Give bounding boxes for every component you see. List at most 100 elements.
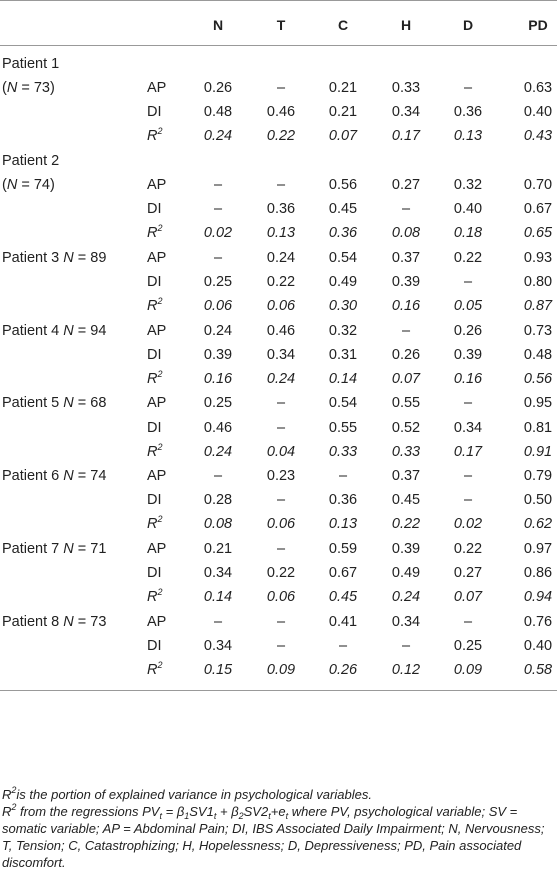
patient-8-r2-t: 0.09 xyxy=(266,662,296,678)
patient-8-label: Patient 8 N = 73 xyxy=(2,613,107,630)
patient-5-r2-c: 0.33 xyxy=(328,443,358,460)
patient-6-r2-t: 0.06 xyxy=(266,516,296,533)
patient-4-measure-r2: R2 xyxy=(147,368,163,387)
patient-4-r2-c: 0.14 xyxy=(328,370,358,387)
patient-7-ap-n: 0.21 xyxy=(203,541,233,557)
patient-8-di-t: – xyxy=(276,637,286,654)
patient-1-ap-pd: 0.63 xyxy=(523,80,553,97)
column-header-pd: PD xyxy=(528,17,548,33)
patient-4-label: Patient 4 N = 94 xyxy=(2,322,107,339)
patient-8-ap-h: 0.34 xyxy=(391,613,421,630)
patient-1-ap-h: 0.33 xyxy=(391,80,421,97)
patient-2-ap-pd: 0.70 xyxy=(523,177,553,193)
patient-8-ap-pd: 0.76 xyxy=(523,613,553,630)
patient-1-r2-d: 0.13 xyxy=(453,128,483,145)
patient-3-measure-ap: AP xyxy=(147,249,167,266)
patient-6-measure-ap: AP xyxy=(147,468,167,485)
patient-5-di-pd: 0.81 xyxy=(523,419,553,436)
patient-7-measure-ap: AP xyxy=(147,541,167,557)
patient-8-r2-n: 0.15 xyxy=(203,662,233,678)
patient-6-measure-r2: R2 xyxy=(147,514,163,533)
patient-5-ap-pd: 0.95 xyxy=(523,395,553,412)
patient-4-ap-t: 0.46 xyxy=(266,322,296,339)
patient-4-di-pd: 0.48 xyxy=(523,346,553,363)
patient-5-r2-h: 0.33 xyxy=(391,443,421,460)
patient-6-r2-n: 0.08 xyxy=(203,516,233,533)
patient-2-measure-di: DI xyxy=(147,201,162,218)
patient-7-r2-h: 0.24 xyxy=(391,589,421,606)
patient-5-measure-di: DI xyxy=(147,419,162,436)
patient-8-di-d: 0.25 xyxy=(453,637,483,654)
patient-3-ap-pd: 0.93 xyxy=(523,249,553,266)
patient-5-di-c: 0.55 xyxy=(328,419,358,436)
footnote-1: R2is the portion of explained variance i… xyxy=(2,785,372,803)
patient-4-di-t: 0.34 xyxy=(266,346,296,363)
patient-7-ap-pd: 0.97 xyxy=(523,541,553,557)
patient-7-ap-h: 0.39 xyxy=(391,541,421,557)
patient-1-label: Patient 1 xyxy=(2,56,60,72)
patient-2-di-pd: 0.67 xyxy=(523,201,553,218)
patient-4-di-h: 0.26 xyxy=(391,346,421,363)
patient-8-di-n: 0.34 xyxy=(203,637,233,654)
footnote-2: R2 from the regressions PVt = β1SV1t + β… xyxy=(2,802,545,871)
patient-3-r2-t: 0.06 xyxy=(266,298,296,314)
patient-5-di-n: 0.46 xyxy=(203,419,233,436)
patient-3-measure-r2: R2 xyxy=(147,296,163,315)
patient-1-di-h: 0.34 xyxy=(391,104,421,121)
patient-8-ap-t: – xyxy=(276,613,286,630)
patient-8-measure-ap: AP xyxy=(147,613,167,630)
column-header-h: H xyxy=(400,17,412,33)
patient-1-measure-r2: R2 xyxy=(147,126,163,145)
patient-7-r2-n: 0.14 xyxy=(203,589,233,606)
patient-7-di-d: 0.27 xyxy=(453,565,483,582)
patient-6-di-d: – xyxy=(463,492,473,509)
patient-2-r2-c: 0.36 xyxy=(328,225,358,242)
patient-5-measure-r2: R2 xyxy=(147,441,163,460)
patient-2-ap-t: – xyxy=(276,177,286,193)
patient-8-ap-d: – xyxy=(463,613,473,630)
patient-4-ap-n: 0.24 xyxy=(203,322,233,339)
patient-8-di-c: – xyxy=(338,637,348,654)
patient-4-ap-c: 0.32 xyxy=(328,322,358,339)
patient-1-ap-c: 0.21 xyxy=(328,80,358,97)
column-header-n: N xyxy=(212,17,224,33)
patient-3-ap-c: 0.54 xyxy=(328,249,358,266)
patient-5-ap-n: 0.25 xyxy=(203,395,233,412)
patient-1-di-n: 0.48 xyxy=(203,104,233,121)
patient-2-label: Patient 2 xyxy=(2,152,60,169)
patient-6-ap-h: 0.37 xyxy=(391,468,421,485)
patient-6-di-pd: 0.50 xyxy=(523,492,553,509)
patient-7-di-pd: 0.86 xyxy=(523,565,553,582)
patient-4-r2-n: 0.16 xyxy=(203,370,233,387)
patient-7-di-t: 0.22 xyxy=(266,565,296,582)
patient-5-ap-d: – xyxy=(463,395,473,412)
patient-2-di-h: – xyxy=(401,201,411,218)
patient-3-r2-pd: 0.87 xyxy=(523,298,553,314)
patient-1-di-pd: 0.40 xyxy=(523,104,553,121)
patient-6-di-c: 0.36 xyxy=(328,492,358,509)
patient-8-measure-r2: R2 xyxy=(147,660,163,679)
patient-6-di-n: 0.28 xyxy=(203,492,233,509)
patient-7-ap-t: – xyxy=(276,541,286,557)
patient-5-r2-pd: 0.91 xyxy=(523,443,553,460)
patient-1-di-c: 0.21 xyxy=(328,104,358,121)
patient-8-r2-c: 0.26 xyxy=(328,662,358,678)
patient-8-measure-di: DI xyxy=(147,637,162,654)
patient-2-ap-d: 0.32 xyxy=(453,177,483,193)
top-rule xyxy=(0,0,557,1)
patient-2-ap-n: – xyxy=(213,177,223,193)
patient-6-ap-d: – xyxy=(463,468,473,485)
patient-3-r2-h: 0.16 xyxy=(391,298,421,314)
patient-7-label: Patient 7 N = 71 xyxy=(2,541,107,557)
patient-5-di-h: 0.52 xyxy=(391,419,421,436)
patient-1-r2-n: 0.24 xyxy=(203,128,233,145)
patient-5-ap-c: 0.54 xyxy=(328,395,358,412)
patient-3-di-c: 0.49 xyxy=(328,273,358,290)
patient-3-ap-d: 0.22 xyxy=(453,249,483,266)
patient-6-di-t: – xyxy=(276,492,286,509)
patient-6-measure-di: DI xyxy=(147,492,162,509)
patient-8-ap-n: – xyxy=(213,613,223,630)
patient-6-ap-c: – xyxy=(338,468,348,485)
patient-7-di-h: 0.49 xyxy=(391,565,421,582)
patient-3-di-pd: 0.80 xyxy=(523,273,553,290)
